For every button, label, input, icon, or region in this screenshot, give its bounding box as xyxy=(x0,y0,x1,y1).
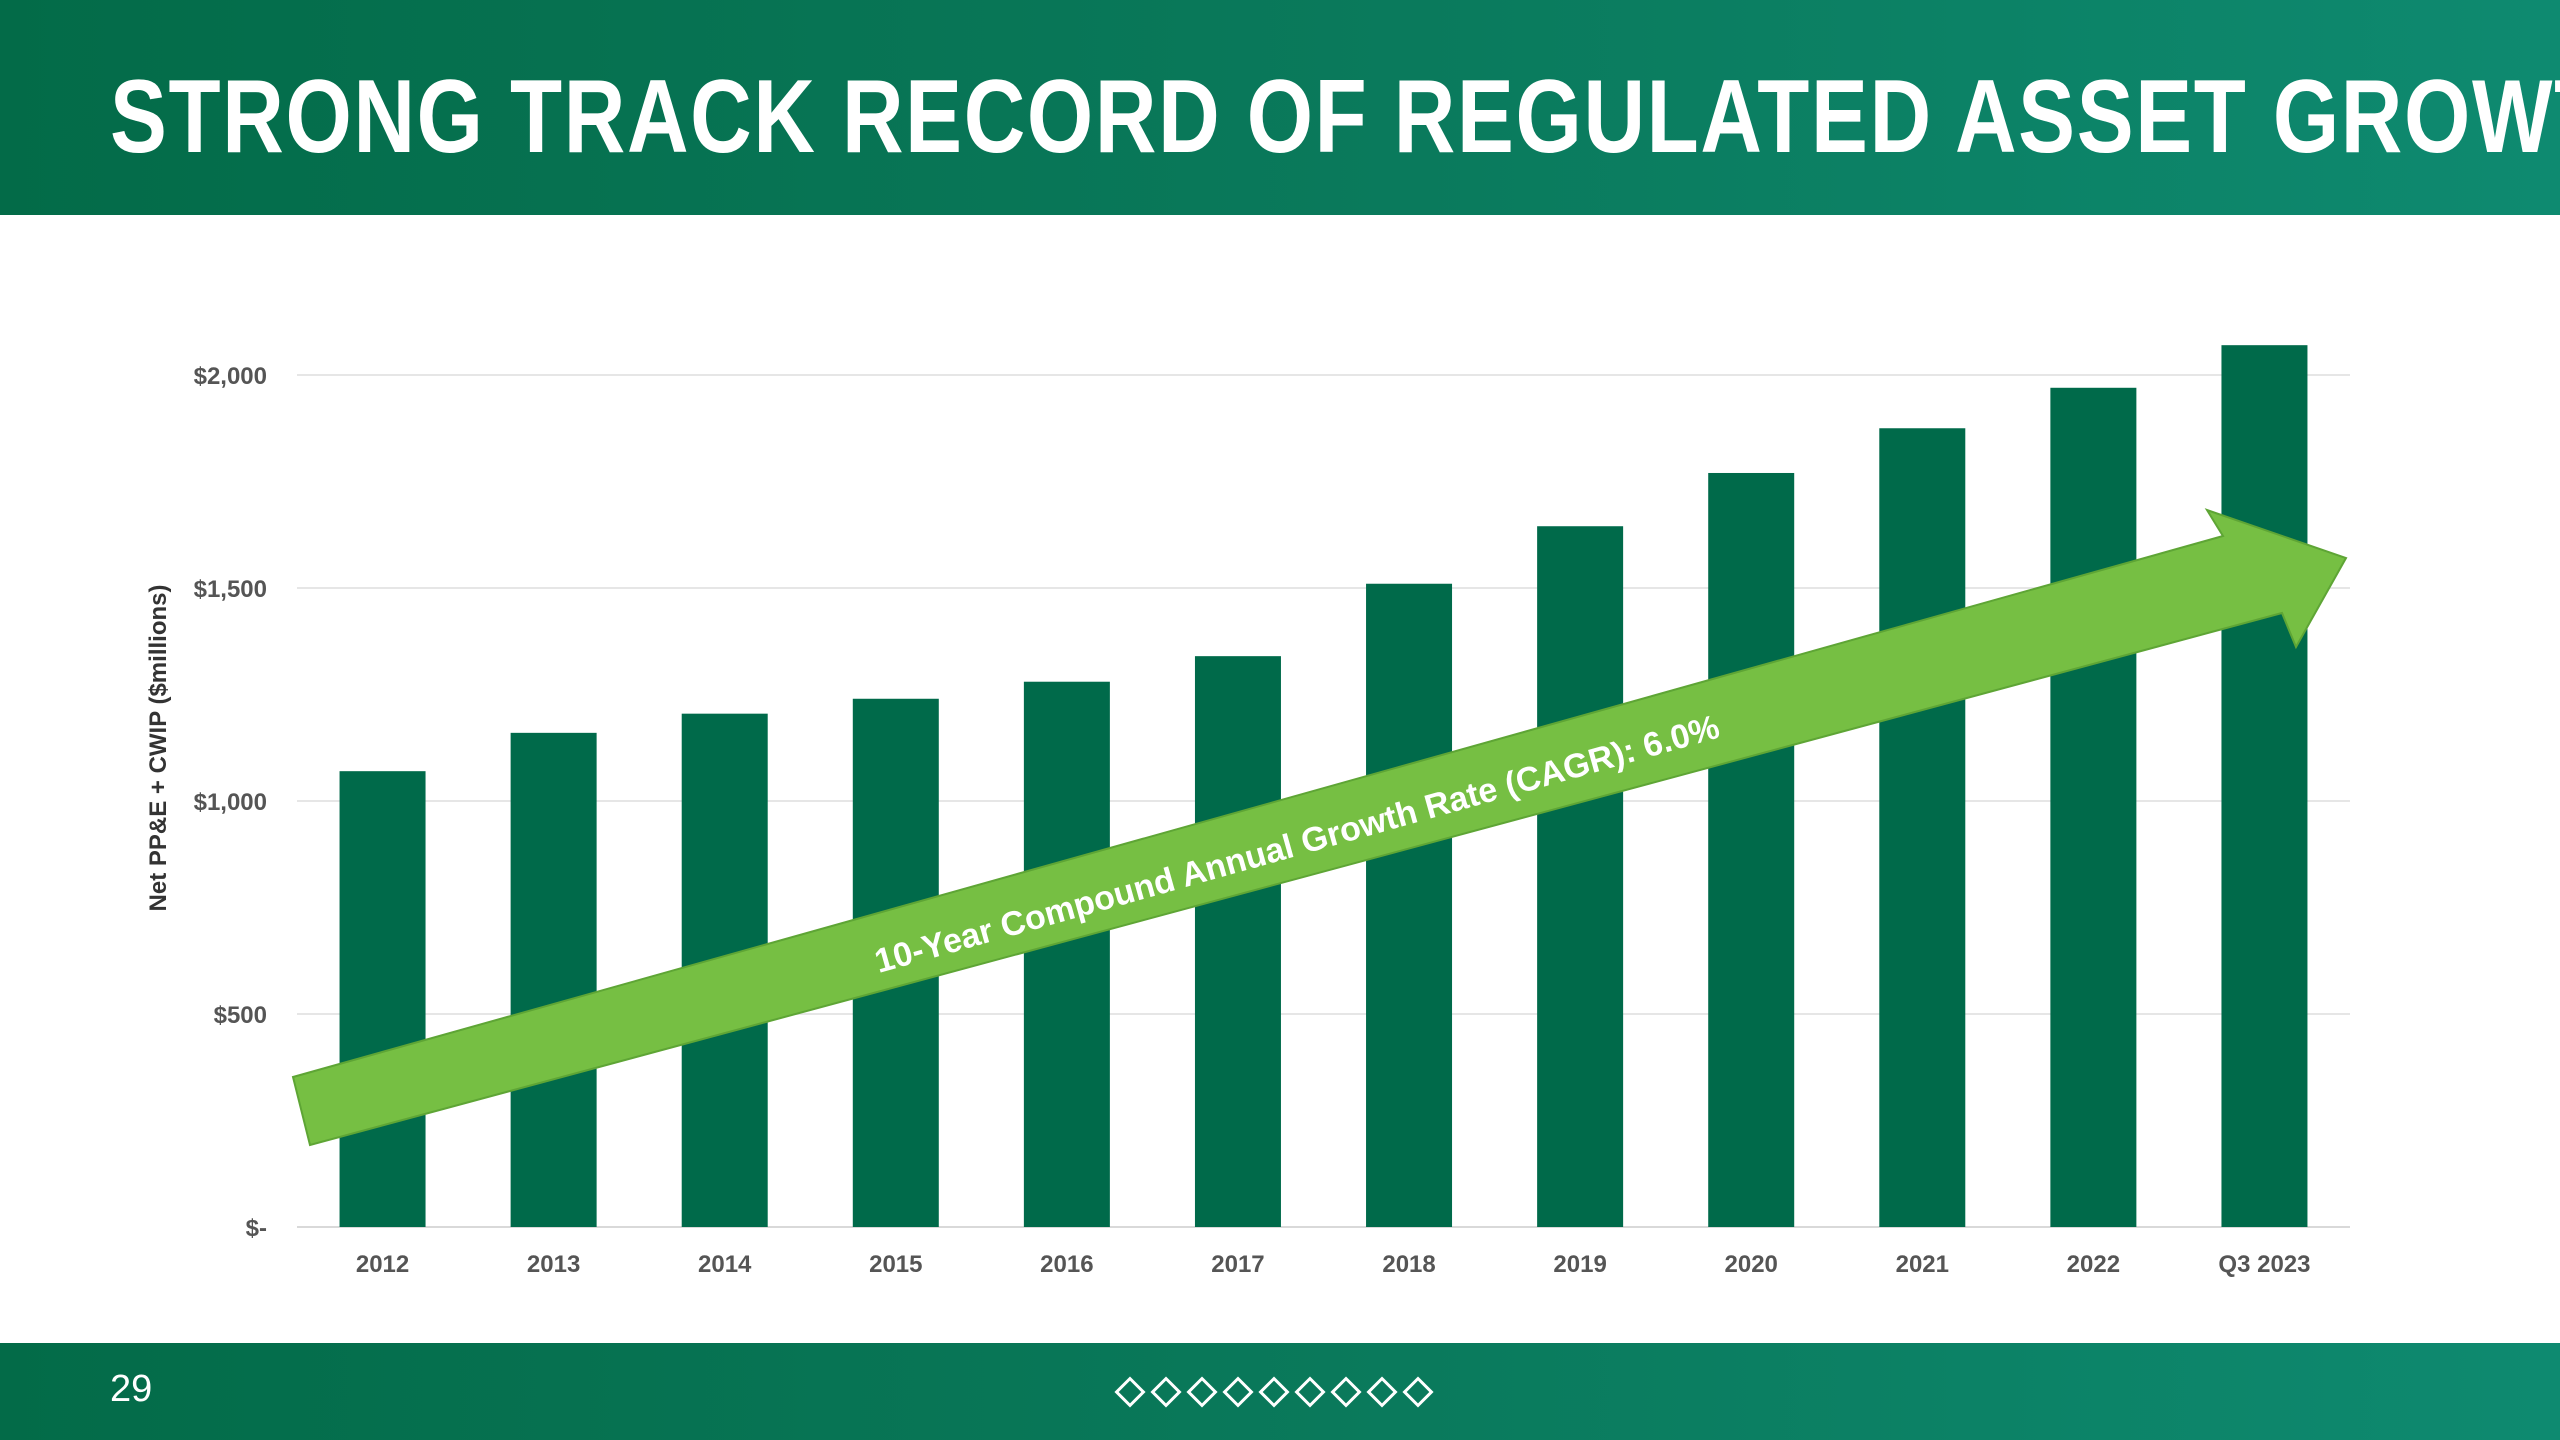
x-tick-label: 2015 xyxy=(869,1251,922,1278)
diamond-icon xyxy=(1366,1376,1398,1408)
x-tick-label: 2013 xyxy=(527,1251,580,1278)
bar-2021 xyxy=(1879,428,1966,1227)
bar-2016 xyxy=(1023,681,1110,1227)
bar-2019 xyxy=(1537,526,1624,1227)
bar-2018 xyxy=(1366,583,1453,1227)
diamond-icon xyxy=(1294,1376,1326,1408)
x-tick-label: 2022 xyxy=(2067,1251,2120,1278)
x-tick-label: 2018 xyxy=(1382,1251,1435,1278)
y-tick-label: $2,000 xyxy=(194,363,267,390)
x-tick-label: 2017 xyxy=(1211,1251,1264,1278)
x-tick-label: 2020 xyxy=(1725,1251,1778,1278)
x-tick-label: Q3 2023 xyxy=(2218,1251,2310,1278)
footer-bar xyxy=(0,1343,2560,1440)
y-tick-label: $- xyxy=(246,1215,267,1242)
title-bar: STRONG TRACK RECORD OF REGULATED ASSET G… xyxy=(0,0,2560,215)
diamond-icon xyxy=(1222,1376,1254,1408)
diamond-icon xyxy=(1402,1376,1434,1408)
bar-2020 xyxy=(1708,472,1795,1228)
bar-2017 xyxy=(1194,656,1281,1227)
diamond-icon xyxy=(1114,1376,1146,1408)
x-tick-label: 2021 xyxy=(1896,1251,1949,1278)
y-tick-label: $1,500 xyxy=(194,576,267,603)
page-number: 29 xyxy=(110,1368,153,1410)
x-tick-label: 2019 xyxy=(1553,1251,1606,1278)
bar-2013 xyxy=(510,732,597,1227)
x-tick-label: 2014 xyxy=(698,1251,752,1278)
diamond-icon xyxy=(1330,1376,1362,1408)
slide-title: STRONG TRACK RECORD OF REGULATED ASSET G… xyxy=(110,59,2560,175)
cagr-arrow-shape xyxy=(291,508,2348,1147)
footer-diamond-row xyxy=(1114,1373,1434,1413)
y-axis-label: Net PP&E + CWIP ($millions) xyxy=(145,585,172,912)
x-tick-label: 2016 xyxy=(1040,1251,1093,1278)
bar-chart: $- $500 $1,000 $1,500 $2,000 2012 2013 2014 201… xyxy=(145,345,2350,1278)
bar-q3-2023 xyxy=(2221,345,2308,1227)
y-tick-label: $500 xyxy=(214,1002,267,1029)
bar-2022 xyxy=(2050,387,2137,1227)
diamond-icon xyxy=(1258,1376,1290,1408)
cagr-arrow: 10-Year Compound Annual Growth Rate (CAG… xyxy=(291,508,2348,1147)
x-tick-label: 2012 xyxy=(356,1251,409,1278)
y-tick-label: $1,000 xyxy=(194,789,267,816)
diamond-icon xyxy=(1150,1376,1182,1408)
diamond-icon xyxy=(1186,1376,1218,1408)
bar-2012 xyxy=(339,771,426,1227)
